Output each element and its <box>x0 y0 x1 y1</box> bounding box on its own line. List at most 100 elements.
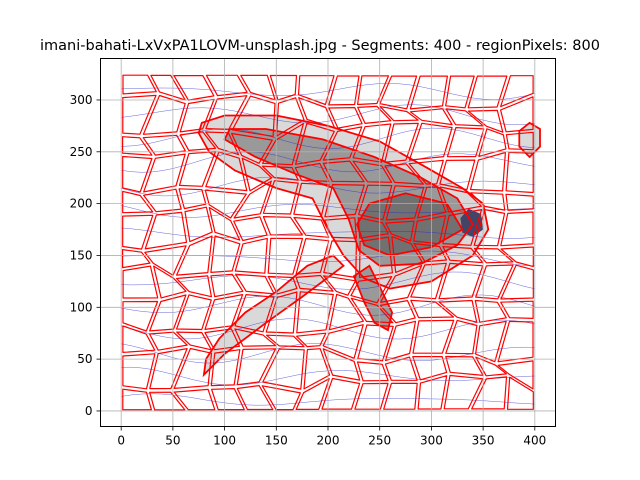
segment-cell <box>173 74 215 101</box>
segment-cell <box>322 324 364 359</box>
segment-cell <box>234 294 275 333</box>
segment-cell <box>500 211 534 247</box>
segment-cell <box>471 376 508 410</box>
y-tick-label: 100 <box>70 300 93 314</box>
strap-region <box>203 255 344 375</box>
segment-cell <box>328 75 360 106</box>
y-axis: 0 50 100 150 200 250 300 <box>70 93 101 418</box>
segment-cell <box>384 163 424 185</box>
segment-cell <box>500 246 534 268</box>
segment-cell <box>149 331 188 351</box>
segment-cell <box>350 297 394 324</box>
segment-cell <box>184 206 213 243</box>
segment-cell <box>438 262 484 300</box>
segment-cell <box>328 293 364 331</box>
segment-cell <box>357 324 394 362</box>
segment-cell <box>446 126 485 158</box>
segment-cell <box>149 294 187 332</box>
segment-cell <box>293 216 330 238</box>
x-tick-label: 50 <box>165 434 180 448</box>
segment-cell <box>409 108 453 126</box>
gridlines <box>100 58 556 427</box>
segment-cell <box>204 189 247 219</box>
segment-cell <box>149 348 188 390</box>
plot-area <box>100 58 556 427</box>
segment-cell <box>445 75 475 109</box>
segment-cell <box>384 320 417 362</box>
segment-cell <box>379 75 418 110</box>
segment-cell <box>150 74 186 101</box>
segment-cell <box>410 262 447 300</box>
segment-cell <box>265 291 298 334</box>
segment-cell <box>352 160 393 183</box>
x-axis: 0 50 100 150 200 250 300 350 400 <box>117 426 546 448</box>
segment-cell <box>384 122 419 163</box>
segment-cell <box>467 75 508 109</box>
segment-cell <box>262 216 303 236</box>
segment-cell <box>231 132 273 164</box>
x-tick-label: 100 <box>213 434 236 448</box>
segment-cell <box>358 184 393 221</box>
segment-cell <box>385 220 415 242</box>
segment-cell <box>234 237 268 274</box>
segment-cell <box>497 320 534 363</box>
x-tick-label: 0 <box>117 434 125 448</box>
segment-cell <box>473 247 514 264</box>
segment-cell <box>275 97 305 137</box>
segment-cell <box>231 95 276 137</box>
segment-cell <box>262 348 305 390</box>
segment-cell <box>179 98 215 133</box>
segment-cell <box>500 264 534 300</box>
segment-cell <box>324 184 365 218</box>
segment-cell <box>261 385 301 411</box>
segment-cell <box>233 180 272 219</box>
segment-cell <box>204 328 241 351</box>
segment-cell <box>412 356 448 381</box>
y-tick-label: 250 <box>70 145 93 159</box>
segment-cell <box>413 215 447 245</box>
segment-cell <box>210 235 241 273</box>
segment-cell <box>297 75 335 106</box>
x-tick-label: 350 <box>472 434 495 448</box>
segment-cell <box>122 74 157 95</box>
segment-cell <box>445 355 484 376</box>
segment-cell <box>142 134 186 156</box>
segment-cell <box>210 273 244 298</box>
segment-cell <box>379 300 416 324</box>
segment-cell <box>143 153 186 193</box>
segment-cell <box>122 94 157 135</box>
segment-boundaries <box>121 74 541 411</box>
segment-cell <box>262 180 299 215</box>
segment-cell <box>350 276 393 304</box>
segment-cell <box>269 74 298 101</box>
segment-cell <box>205 74 248 97</box>
segment-cell <box>142 94 186 135</box>
segment-cell <box>267 237 304 275</box>
segment-cell <box>295 378 330 410</box>
segment-cell <box>122 300 159 332</box>
segment-cell <box>153 265 187 299</box>
x-tick-label: 200 <box>317 434 340 448</box>
segment-cell <box>321 377 361 410</box>
y-tick-label: 200 <box>70 197 93 211</box>
segment-cell <box>442 209 483 246</box>
segment-cell <box>473 209 506 247</box>
segment-cell <box>412 319 455 354</box>
segment-cell <box>262 122 304 166</box>
segment-cell <box>439 159 476 191</box>
y-tick-label: 0 <box>85 404 93 418</box>
chart-title: imani-bahati-LxVxPA1LOVM-unsplash.jpg - … <box>40 38 600 54</box>
segment-cell <box>383 382 418 410</box>
segment-cell <box>176 294 212 331</box>
segment-cell <box>303 348 331 390</box>
segment-region-boundary <box>518 121 541 159</box>
segment-cell <box>357 105 392 125</box>
y-tick-label: 50 <box>77 352 92 366</box>
segment-cell <box>322 348 361 381</box>
segment-cell <box>467 109 504 133</box>
segment-cell <box>293 182 330 218</box>
segment-region-boundary <box>223 128 474 267</box>
segment-cell <box>295 274 334 292</box>
segment-cell <box>122 388 152 411</box>
segment-cell <box>410 299 455 319</box>
